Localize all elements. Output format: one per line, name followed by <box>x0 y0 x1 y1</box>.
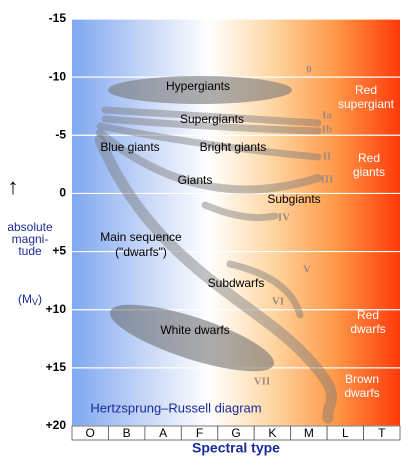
giant-band <box>96 129 322 194</box>
x-tick-label: T <box>378 426 386 440</box>
y-axis-label: absolute <box>7 220 53 234</box>
y-label-part: V <box>32 297 38 307</box>
region-label: Main sequence <box>100 230 182 244</box>
x-tick-label: L <box>342 426 349 440</box>
region-label: White dwarfs <box>160 323 229 337</box>
region-label: Brown <box>345 372 379 386</box>
bright-giant-band <box>96 122 322 161</box>
y-tick-label: -5 <box>55 127 66 141</box>
region-label: dwarfs <box>350 322 385 336</box>
x-tick-cell <box>363 425 401 441</box>
luminosity-class: II <box>323 151 332 163</box>
region-label: Hypergiants <box>166 79 230 93</box>
region-label: dwarfs <box>344 386 379 400</box>
x-tick-label: M <box>304 426 314 440</box>
region-label: Blue giants <box>100 140 159 154</box>
white-dwarf-band <box>109 304 275 372</box>
luminosity-class: IV <box>278 212 290 224</box>
y-axis-label: magni- <box>12 232 49 246</box>
luminosity-class: Ia <box>322 110 332 122</box>
x-tick-label: A <box>159 426 167 440</box>
y-axis-label: tude <box>18 244 42 258</box>
region-label: Subgiants <box>267 192 320 206</box>
y-tick-label: +5 <box>52 244 66 258</box>
region-label: Bright giants <box>200 140 267 154</box>
hypergiant-band <box>108 76 292 104</box>
region-label: supergiant <box>338 97 395 111</box>
region-label: Red <box>355 83 377 97</box>
y-tick-label: +10 <box>46 302 67 316</box>
region-label: Red <box>358 151 380 165</box>
supergiant-band <box>101 106 322 127</box>
region-label: Red <box>357 308 379 322</box>
y-label-part: (M <box>18 292 32 306</box>
luminosity-class: V <box>303 264 311 276</box>
luminosity-class: III <box>321 174 334 186</box>
y-tick-label: 0 <box>59 186 66 200</box>
y-tick-label: -15 <box>49 11 67 25</box>
subgiant-band <box>201 201 279 222</box>
region-label: giants <box>353 165 385 179</box>
region-label: ("dwarfs") <box>115 245 167 259</box>
luminosity-class: VI <box>272 296 284 308</box>
region-label: Supergiants <box>180 112 244 126</box>
luminosity-class: VII <box>254 376 271 388</box>
supergiant-band <box>101 115 322 135</box>
x-tick-label: G <box>231 426 240 440</box>
sequences <box>94 76 338 424</box>
x-axis-label: Spectral type <box>192 440 280 456</box>
y-axis-symbol: (MV) <box>18 292 42 307</box>
luminosity-class: 0 <box>306 64 312 76</box>
chart-title: Hertzsprung–Russell diagram <box>90 400 261 415</box>
x-tick-label: B <box>123 426 131 440</box>
arrow: ↑ <box>8 174 19 199</box>
x-tick-label: K <box>268 426 276 440</box>
x-tick-label: F <box>196 426 203 440</box>
y-tick-label: -10 <box>49 69 67 83</box>
y-label-part: ) <box>38 292 42 306</box>
y-tick-label: +20 <box>46 418 67 432</box>
region-label: Subdwarfs <box>208 276 265 290</box>
main-sequence-band <box>94 134 338 424</box>
x-tick-label: O <box>86 426 95 440</box>
y-tick-label: +15 <box>46 360 67 374</box>
region-label: Giants <box>178 173 213 187</box>
subdwarf-band <box>226 260 304 319</box>
luminosity-class: Ib <box>322 124 332 136</box>
